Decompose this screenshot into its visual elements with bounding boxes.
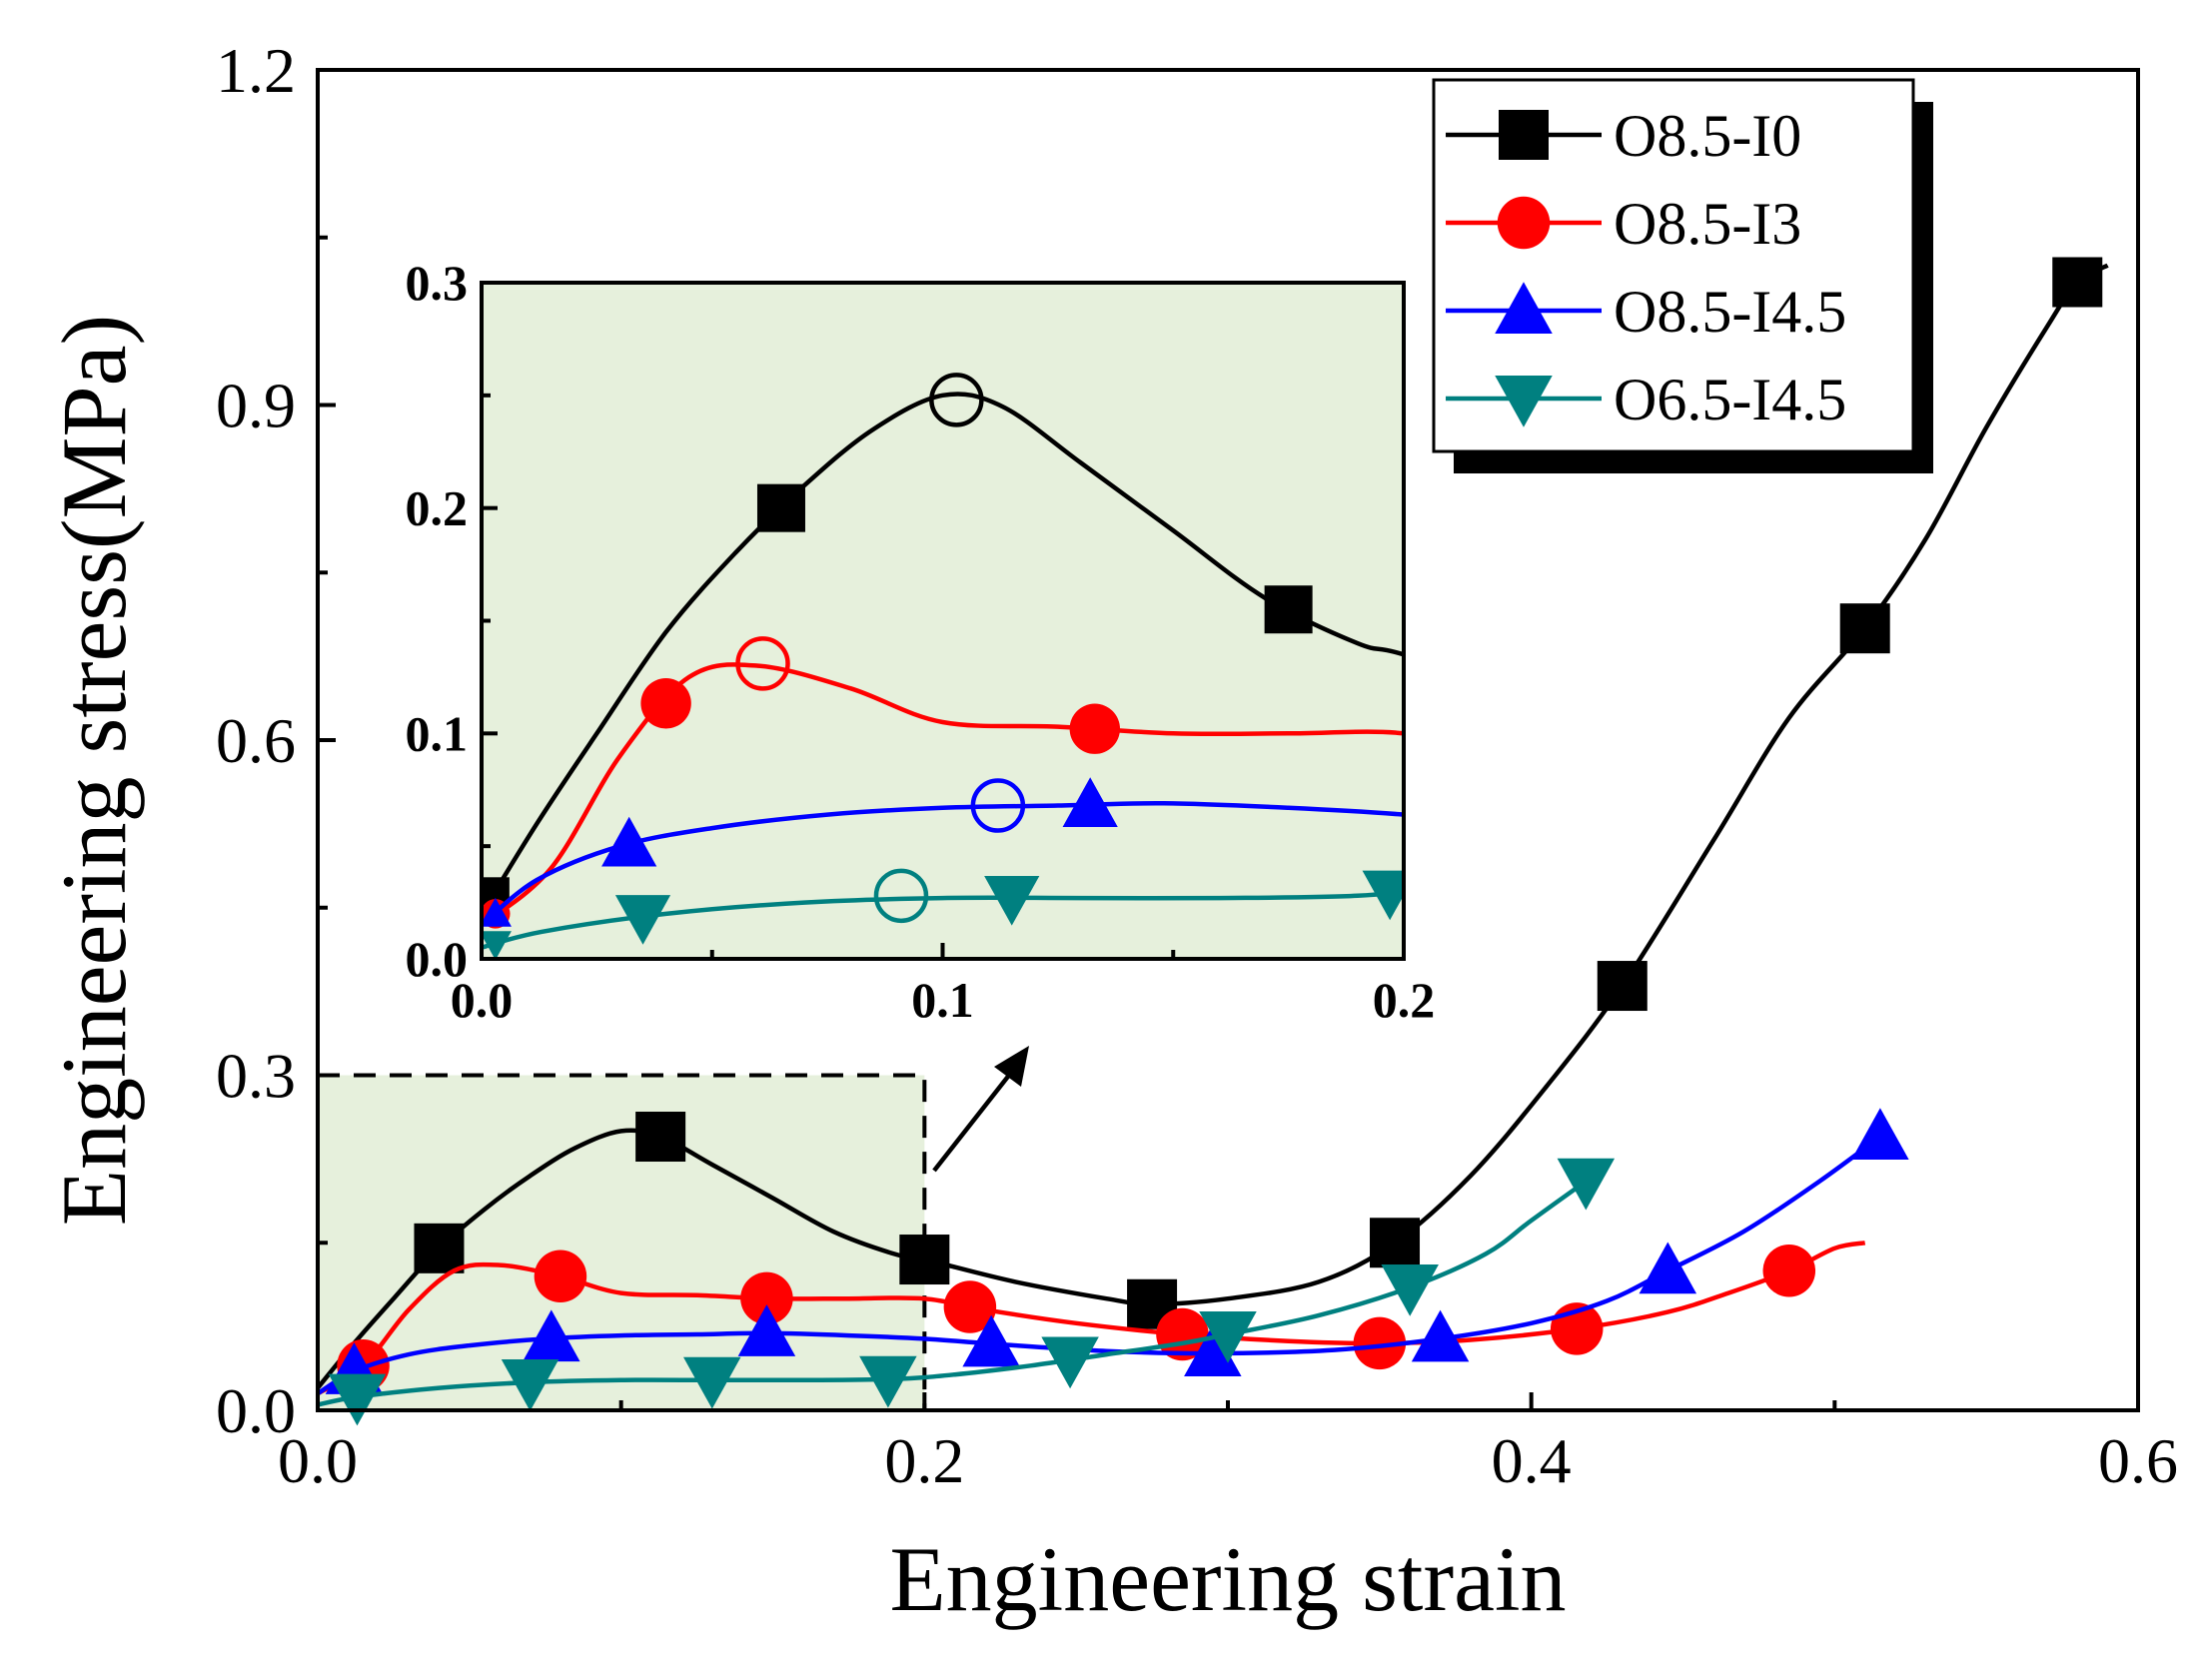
marker-o8-5-i0-2 <box>899 1235 950 1285</box>
x-tick-label-1: 0.2 <box>884 1425 964 1496</box>
inset-y-tick-label-3: 0.3 <box>406 255 469 311</box>
marker-o8-5-i4-5-3 <box>962 1314 1020 1367</box>
marker-o8-5-i0-1 <box>635 1112 686 1163</box>
legend-marker-o8-5-i0 <box>1499 110 1549 160</box>
inset-y-tick-label-1: 0.1 <box>406 705 469 761</box>
inset-origin-marker-o6-5-i4-5 <box>482 931 512 959</box>
inset-peak-circle-2 <box>970 778 1026 833</box>
inset-series-line-o8-5-i3 <box>482 662 1404 927</box>
marker-o8-5-i4-5-1 <box>523 1309 580 1362</box>
x-tick-label-3: 0.6 <box>2098 1425 2178 1496</box>
marker-o6-5-i4-5-2 <box>683 1356 741 1409</box>
inset-marker-o6-5-i4-5-1 <box>984 875 1040 926</box>
marker-o8-5-i4-5-4 <box>1184 1324 1242 1376</box>
legend-label-o8-5-i0: O8.5-I0 <box>1614 103 1801 169</box>
marker-o8-5-i0-0 <box>414 1223 465 1273</box>
y-tick-label-4: 1.2 <box>216 35 296 106</box>
y-tick-label-2: 0.6 <box>216 705 296 776</box>
marker-o8-5-i0-6 <box>1839 603 1890 654</box>
marker-o8-5-i0-7 <box>2052 257 2103 308</box>
inset-peak-circle-1 <box>735 636 790 691</box>
marker-o8-5-i3-1 <box>534 1250 587 1303</box>
marker-o8-5-i4-5-5 <box>1411 1309 1470 1362</box>
inset-marker-o8-5-i0-0 <box>756 483 805 532</box>
zoom-arrow-line <box>932 1067 1016 1173</box>
marker-o6-5-i4-5-7 <box>1557 1158 1616 1211</box>
legend-label-o8-5-i4-5: O8.5-I4.5 <box>1614 279 1846 345</box>
y-tick-label-0: 0.0 <box>216 1375 296 1446</box>
y-axis-label: Engineering stress(MPa) <box>43 315 145 1226</box>
inset-y-tick-label-2: 0.2 <box>406 480 469 536</box>
inset-series-line-o6-5-i4-5 <box>482 889 1404 950</box>
inset-marker-o6-5-i4-5-2 <box>1362 870 1404 921</box>
inset-x-tick-label-0: 0.0 <box>451 972 514 1028</box>
zoom-region-box <box>316 1073 927 1412</box>
marker-o6-5-i4-5-0 <box>328 1373 387 1426</box>
marker-o6-5-i4-5-4 <box>1041 1336 1099 1389</box>
inset-peak-circle-0 <box>929 373 984 427</box>
inset-x-tick-label-1: 0.1 <box>911 972 974 1028</box>
marker-o8-5-i3-7 <box>1762 1244 1816 1297</box>
inset-series-line-o8-5-i0 <box>482 392 1404 916</box>
marker-o8-5-i3-3 <box>943 1280 997 1333</box>
marker-o8-5-i0-5 <box>1597 961 1648 1012</box>
marker-o6-5-i4-5-5 <box>1199 1310 1257 1363</box>
marker-o6-5-i4-5-6 <box>1381 1263 1439 1316</box>
inset-series-group <box>482 392 1404 959</box>
y-tick-label-3: 0.9 <box>216 371 296 441</box>
inset-marker-o8-5-i3-1 <box>1069 703 1120 754</box>
marker-o8-5-i4-5-6 <box>1639 1242 1697 1294</box>
legend-marker-o6-5-i4-5 <box>1495 376 1553 427</box>
inset-peak-circle-3 <box>873 868 929 924</box>
inset-marker-o8-5-i4-5-0 <box>601 816 657 867</box>
marker-o8-5-i4-5-7 <box>1851 1108 1909 1161</box>
x-axis-label: Engineering strain <box>889 1528 1566 1630</box>
marker-o8-5-i3-2 <box>740 1271 793 1325</box>
inset-marker-o6-5-i4-5-0 <box>614 895 671 945</box>
inset-origin-marker-o8-5-i4-5 <box>482 897 512 927</box>
marker-o6-5-i4-5-1 <box>501 1359 559 1411</box>
x-tick-label-0: 0.0 <box>278 1425 358 1496</box>
marker-o8-5-i3-5 <box>1353 1316 1407 1370</box>
inset-y-tick-label-0: 0.0 <box>406 931 469 987</box>
x-tick-label-2: 0.4 <box>1492 1425 1572 1496</box>
marker-o8-5-i0-4 <box>1370 1218 1421 1268</box>
legend-label-o8-5-i3: O8.5-I3 <box>1614 191 1801 257</box>
inset-marker-o8-5-i0-1 <box>1264 585 1313 634</box>
y-tick-label-1: 0.3 <box>216 1041 296 1112</box>
inset-x-tick-label-2: 0.2 <box>1373 972 1436 1028</box>
legend-marker-o8-5-i3 <box>1497 196 1551 250</box>
inset-marker-o8-5-i4-5-1 <box>1062 777 1118 827</box>
legend-marker-o8-5-i4-5 <box>1495 282 1553 334</box>
legend-label-o6-5-i4-5: O6.5-I4.5 <box>1614 367 1846 432</box>
marker-o6-5-i4-5-3 <box>859 1355 917 1408</box>
marker-o8-5-i4-5-2 <box>737 1304 796 1356</box>
inset-marker-o8-5-i3-0 <box>640 678 691 729</box>
series-line-o8-5-i3 <box>316 1241 1866 1396</box>
zoom-arrow-head <box>994 1046 1029 1087</box>
